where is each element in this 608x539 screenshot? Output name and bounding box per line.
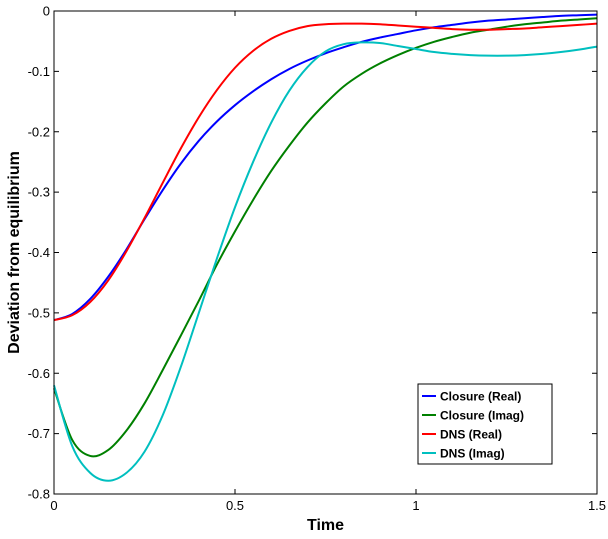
series-line-dns-real bbox=[53, 22, 598, 322]
y-tick-label: -0.7 bbox=[28, 426, 50, 441]
series-line-closure-imag bbox=[53, 17, 598, 458]
y-tick-label: 0 bbox=[43, 4, 50, 19]
y-axis-title: Deviation from equilibrium bbox=[6, 151, 23, 354]
x-tick-label: 1.5 bbox=[588, 498, 606, 513]
legend-label-dns-real: DNS (Real) bbox=[440, 428, 502, 442]
x-tick-label: 0.5 bbox=[226, 498, 244, 513]
y-tick-label: -0.1 bbox=[28, 64, 50, 79]
y-tick-label: -0.8 bbox=[28, 487, 50, 502]
x-axis-title: Time bbox=[307, 517, 344, 534]
legend-label-dns-imag: DNS (Imag) bbox=[440, 447, 505, 461]
y-tick-label: -0.3 bbox=[28, 185, 50, 200]
y-tick-label: -0.2 bbox=[28, 124, 50, 139]
y-tick-label: -0.4 bbox=[28, 245, 50, 260]
legend-box bbox=[417, 383, 553, 465]
ticks-layer: 0 0.5 1 1.5 0 -0.1 -0.2 -0.3 -0.4 -0.5 -0.6 -0.7 -0.… bbox=[28, 4, 606, 514]
series-layer bbox=[53, 13, 598, 482]
legend-label-closure-real: Closure (Real) bbox=[440, 390, 521, 404]
y-tick-label: -0.6 bbox=[28, 366, 50, 381]
series-line-dns-imag bbox=[53, 41, 598, 482]
x-tick-label: 0 bbox=[50, 498, 57, 513]
legend: Closure (Real) Closure (Imag) DNS (Real) DN… bbox=[417, 383, 553, 465]
x-tick-label: 1 bbox=[412, 498, 419, 513]
y-tick-label: -0.5 bbox=[28, 305, 50, 320]
legend-label-closure-imag: Closure (Imag) bbox=[440, 409, 524, 423]
